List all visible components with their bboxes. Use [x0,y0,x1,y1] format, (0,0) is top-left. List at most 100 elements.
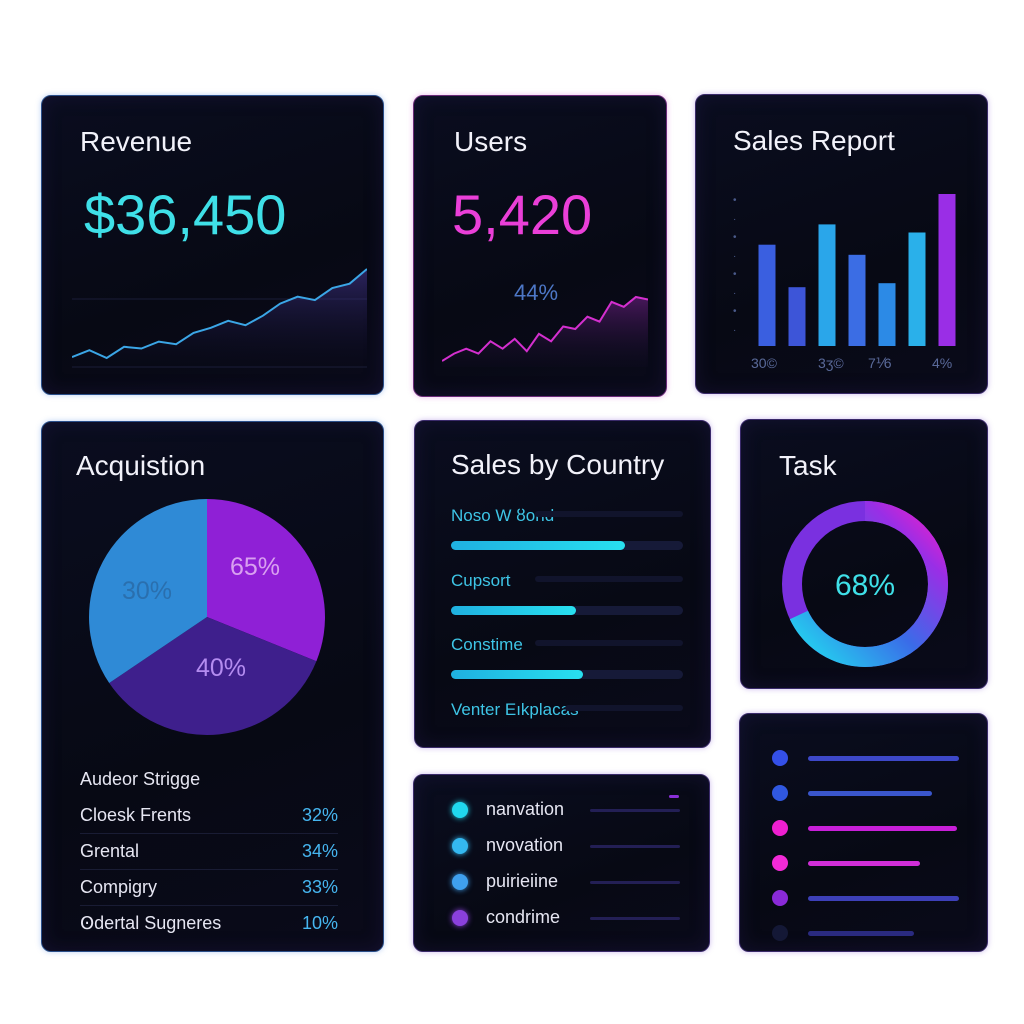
status-list-item[interactable] [772,785,982,805]
users-trend-area [442,297,648,367]
sales-report-bar [938,194,956,346]
legend-line [590,809,680,812]
task-card[interactable]: Task 68% [740,419,988,689]
country-bar-fill [451,670,584,679]
status-list-item[interactable] [772,925,982,945]
status-dot-icon [772,750,788,766]
legend-dot-icon [452,802,468,818]
sales-report-y-tick: • [733,232,737,243]
acquisition-table-header: Audeor Strigge [80,769,201,789]
country-bar-fill [451,605,577,615]
acquisition-row-percent: 33% [301,877,338,897]
acquisition-row-percent: 34% [301,841,338,861]
sales-report-bar-chart [758,194,956,346]
revenue-title: Revenue [80,126,193,157]
sales-report-y-tick: · [733,250,737,262]
country-bar-track-secondary [535,511,683,517]
acquisition-row-name: Cloesk Frents [80,805,192,825]
users-value: 5,420 [452,183,593,246]
sales-report-y-tick: · [733,324,737,336]
sales-report-bar [818,224,836,346]
legend-dot-icon [452,874,468,890]
acquisition-row-name: Ꙩdertal Sugneres [80,913,222,933]
status-dot-icon [772,785,788,801]
legend-item[interactable]: condrime [452,901,682,937]
acquisition-table-row[interactable]: Grental 34% [80,833,338,870]
task-value: 68% [835,569,895,602]
country-label: Noso W ȣond [451,506,555,525]
task-progress-ring: 68% [782,501,948,667]
task-progress-arc [782,501,948,667]
status-bar [808,896,959,901]
country-bar-track-secondary [535,640,683,646]
status-bar [808,791,932,796]
status-bar [808,826,957,831]
acquisition-pie-slice [109,617,317,735]
legend-card[interactable]: nanvation nvovation puirieiine condrime [413,774,710,952]
status-bar [808,931,914,936]
status-dot-icon [772,890,788,906]
status-list-item[interactable] [772,890,982,910]
country-bar-track [451,541,683,550]
legend-item[interactable]: nvovation [452,829,682,865]
country-bar-track-secondary [535,575,683,582]
acquisition-card[interactable]: Acquistion 65% 40% 30% Audeor Strigge Cloe… [41,421,384,952]
sales-report-y-tick: · [733,287,737,299]
sales-report-title: Sales Report [733,125,895,156]
sales-report-card[interactable]: Sales Report • · • · • · • · 30© 3ʒ© 7⅟6 4% [695,94,988,394]
sales-report-x-label: 4% [932,355,953,371]
legend-dot-icon [452,910,468,926]
sales-report-bar [848,254,866,346]
legend-label: puirieiine [486,871,559,891]
users-change: 44% [514,280,559,305]
legend-item[interactable]: nanvation [452,793,682,829]
sales-report-x-label: 3ʒ© [818,355,844,371]
acquisition-table-row[interactable]: Compigry 33% [80,869,338,906]
legend-label: nanvation [486,799,565,819]
country-bar-fill [451,541,625,550]
sales-report-x-label: 30© [751,355,777,371]
sales-report-bar [908,232,926,346]
status-list-item[interactable] [772,750,982,770]
sales-report-bar [788,287,806,346]
users-trend-chart [442,295,648,367]
country-bar-track-secondary [565,704,683,711]
acquisition-slice-label: 40% [196,654,246,682]
sales-report-y-tick: • [733,306,737,317]
acquisition-pie-chart: 65% 40% 30% [89,499,325,735]
legend-label: condrime [486,907,561,927]
sales-by-country-card[interactable]: Sales by Country Noso W ȣond Cupsort Const… [414,420,711,748]
acquisition-table-row[interactable]: Cloesk Frents 32% [80,797,338,834]
legend-line [590,881,680,884]
revenue-trend-area [72,269,367,366]
revenue-value: $36,450 [84,183,287,246]
legend-line [590,917,680,920]
country-label: Venter Eıkplacas [451,699,579,719]
acquisition-slice-label: 65% [230,553,280,581]
acquisition-row-percent: 32% [301,805,338,825]
acquisition-table-row[interactable]: Ꙩdertal Sugneres 10% [80,905,338,941]
legend-item[interactable]: puirieiine [452,865,682,901]
sales-report-bar [878,283,896,346]
status-dot-icon [772,925,788,941]
legend-line [590,845,680,848]
country-bar-track [451,670,683,679]
status-list-card[interactable] [739,713,988,952]
sales-report-x-label: 7⅟6 [868,355,892,371]
country-label: Cupsort [451,570,511,590]
status-dot-icon [772,820,788,836]
country-label: Constime [451,635,523,654]
status-list-item[interactable] [772,855,982,875]
status-dot-icon [772,855,788,871]
country-bar-track [451,605,683,615]
status-list-item[interactable] [772,820,982,840]
sales-report-bar [758,244,776,346]
revenue-card[interactable]: Revenue $36,450 [41,95,384,395]
revenue-trend-chart [72,268,367,368]
revenue-trend-line [72,268,367,360]
status-bar [808,861,920,866]
acquisition-pie-slice [207,499,325,662]
users-card[interactable]: Users 5,420 44% [413,95,667,397]
sales-report-y-tick: · [733,213,737,225]
legend-label: nvovation [486,835,564,855]
